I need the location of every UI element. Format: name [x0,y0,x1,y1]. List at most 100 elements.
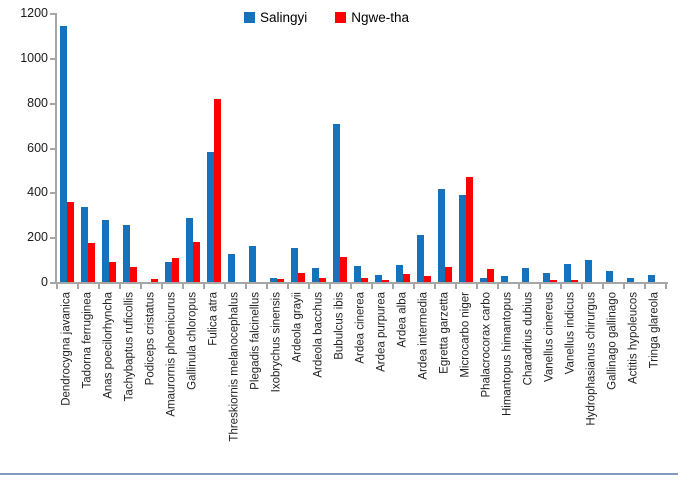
bar-ngwe-tha [444,267,452,282]
legend-label-salingyi: Salingyi [260,10,308,25]
bar-ngwe-tha [549,280,557,282]
x-axis-category-label: Ardea purpurea [375,292,387,372]
x-axis-category-label: Tadorna ferruginea [81,292,93,389]
window-bottom-border [0,473,678,475]
bar-salingyi [626,278,634,282]
x-axis-tick [602,284,604,289]
x-axis-tick [161,284,163,289]
x-axis-tick [266,284,268,289]
x-axis-tick [560,284,562,289]
x-axis-category-label: Phalacrocorax carbo [480,292,492,398]
bar-ngwe-tha [423,276,431,282]
bar-salingyi [290,248,298,282]
bar-salingyi [395,265,403,282]
x-axis-category-label: Ardeola bacchus [312,292,324,378]
x-axis-category-label: Hydrophasianus chirurgus [585,292,597,426]
bar-ngwe-tha [297,273,305,282]
y-axis-tick-label: 200 [27,230,48,245]
x-axis-tick [665,284,667,289]
legend-swatch-salingyi [244,12,255,23]
x-axis-tick [203,284,205,289]
bar-ngwe-tha [129,267,137,282]
x-axis-category-label: Ardea cinerea [354,292,366,364]
x-axis-category-label: Podiceps cristatus [144,292,156,386]
bar-ngwe-tha [570,280,578,282]
x-axis-tick [182,284,184,289]
bar-salingyi [584,260,592,282]
y-axis-line [55,13,57,284]
bar-salingyi [479,278,487,282]
x-axis-tick [476,284,478,289]
bar-ngwe-tha [150,279,158,282]
y-axis-tick [50,57,55,60]
x-axis-tick [98,284,100,289]
x-axis-category-label: Anas poecilorhyncha [102,292,114,399]
x-axis-category-label: Plegadis falcinellus [249,292,261,390]
y-axis-tick-label: 600 [27,140,48,155]
bar-ngwe-tha [87,243,95,282]
y-axis-tick-label: 0 [41,275,48,289]
bar-salingyi [416,235,424,282]
x-axis-tick [308,284,310,289]
bar-salingyi [101,220,109,282]
x-axis-category-label: Tringa glareola [648,292,660,369]
bar-ngwe-tha [318,278,326,282]
bar-ngwe-tha [276,279,284,282]
legend-label-ngwe-tha: Ngwe-tha [351,10,410,25]
x-axis-tick [287,284,289,289]
bar-salingyi [458,195,466,282]
x-axis-tick [119,284,121,289]
y-axis-tick [50,192,55,195]
y-axis-tick-label: 400 [27,185,48,200]
x-axis-category-label: Fulica atra [207,292,219,346]
bar-salingyi [164,262,172,282]
bar-salingyi [80,207,88,282]
bar-ngwe-tha [402,274,410,282]
y-axis-tick-label: 1200 [20,6,48,20]
bar-salingyi [59,26,67,282]
x-axis-tick [371,284,373,289]
x-axis-tick [434,284,436,289]
x-axis-tick [497,284,499,289]
bar-salingyi [206,152,214,282]
x-axis-tick [413,284,415,289]
y-axis-tick [50,102,55,105]
bar-ngwe-tha [192,242,200,282]
x-axis-tick [350,284,352,289]
bar-salingyi [374,275,382,282]
x-axis-line [55,282,668,284]
legend: Salingyi Ngwe-tha [244,10,409,25]
x-axis-category-label: Gallinula chloropus [186,292,198,390]
bar-ngwe-tha [339,257,347,282]
bar-ngwe-tha [360,278,368,282]
x-axis-tick [140,284,142,289]
bar-salingyi [332,124,340,282]
bar-ngwe-tha [171,258,179,282]
x-axis-tick [56,284,58,289]
bar-salingyi [185,218,193,282]
bar-salingyi [563,264,571,282]
x-axis-category-label: Vanellus indicus [564,292,576,375]
x-axis-tick [245,284,247,289]
x-axis-tick [539,284,541,289]
x-axis-category-label: Egretta garzetta [438,292,450,374]
x-axis-tick [224,284,226,289]
legend-item-salingyi: Salingyi [244,10,307,25]
y-axis-tick-label: 800 [27,95,48,110]
x-axis-category-label: Ardeola grayii [291,292,303,363]
x-axis-category-label: Microcarbo niger [459,292,471,378]
x-axis-category-label: Ardea intermedia [417,292,429,380]
x-axis-tick [518,284,520,289]
bar-salingyi [248,246,256,282]
bar-salingyi [122,225,130,282]
bar-salingyi [437,189,445,282]
x-axis-category-label: Dendrocygna javanica [60,292,72,406]
x-axis-category-label: Gallinago gallinago [606,292,618,390]
x-axis-category-label: Vanellus cinereus [543,292,555,382]
x-axis-category-label: Charadrius dubius [522,292,534,386]
bar-salingyi [500,276,508,282]
bar-ngwe-tha [213,99,221,282]
bar-ngwe-tha [381,280,389,282]
x-axis-category-label: Bubulcus ibis [333,292,345,360]
